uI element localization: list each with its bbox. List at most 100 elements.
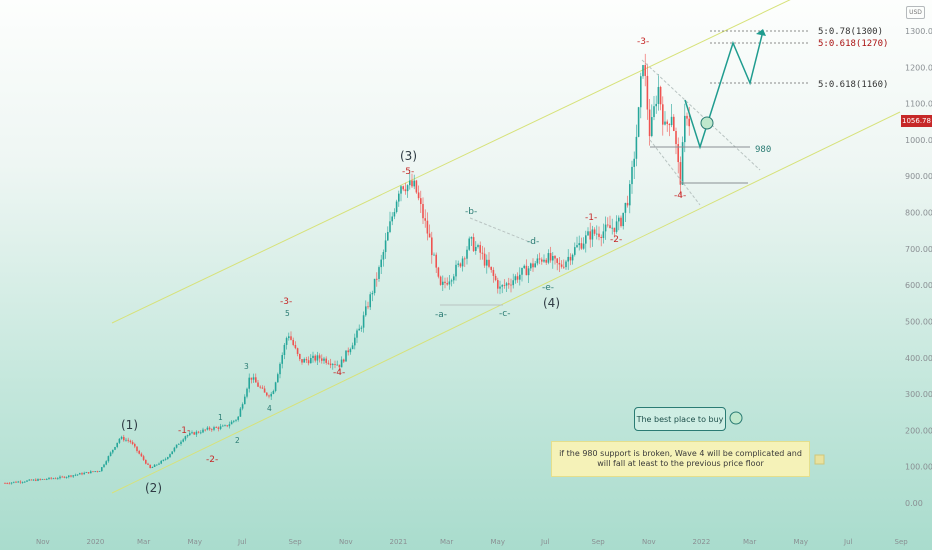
candle-body <box>57 478 59 480</box>
wave-label-m4a: -4- <box>333 368 345 378</box>
candle-body <box>129 440 132 443</box>
candle-body <box>464 258 466 260</box>
candle-body <box>409 180 411 186</box>
projection-path <box>684 30 764 150</box>
candle-body <box>613 227 616 232</box>
y-tick-label: 1000.00 <box>905 136 932 145</box>
candle-body <box>560 264 563 267</box>
fib-label-1160: 5:0.618(1160) <box>818 80 888 90</box>
candle-body <box>378 267 380 279</box>
candle-body <box>373 278 376 294</box>
candle-body <box>453 276 455 281</box>
candle-body <box>426 220 429 234</box>
candle-body <box>675 130 677 145</box>
candle-body <box>376 278 378 280</box>
candle-body <box>620 217 622 227</box>
candle-body <box>580 243 583 249</box>
candle-body <box>642 65 644 77</box>
candle-body <box>442 281 444 285</box>
candle-body <box>50 477 52 479</box>
candle-body <box>499 286 501 289</box>
candle-body <box>349 349 352 353</box>
candle-body <box>250 377 253 380</box>
candle-body <box>65 476 68 478</box>
candle-body <box>604 224 607 232</box>
candle-body <box>222 425 224 427</box>
candle-body <box>677 144 679 163</box>
candle-body <box>140 453 143 457</box>
candle-body <box>558 262 561 265</box>
candle-body <box>305 359 308 361</box>
candle-body <box>648 109 651 137</box>
candle-body <box>455 264 457 277</box>
candle-body <box>393 211 396 217</box>
best-place-note[interactable]: The best place to buy <box>634 407 726 431</box>
candle-body <box>195 431 198 435</box>
candle-body <box>24 481 26 483</box>
support-label: 980 <box>755 145 771 155</box>
candle-body <box>116 442 118 447</box>
candle-body <box>246 388 248 397</box>
candle-body <box>114 446 116 450</box>
candles <box>4 53 690 485</box>
candle-body <box>17 481 19 483</box>
wave-num-2: 2 <box>235 436 240 445</box>
candle-body <box>61 476 63 478</box>
candle-body <box>329 363 332 366</box>
candle-body <box>213 427 215 430</box>
candle-body <box>626 202 629 206</box>
candle-body <box>32 479 35 481</box>
candle-body <box>101 467 103 472</box>
candle-body <box>670 116 673 126</box>
candle-body <box>72 475 74 477</box>
candle-body <box>666 121 668 124</box>
candle-body <box>158 463 160 465</box>
candle-body <box>180 441 182 444</box>
candle-body <box>332 364 334 366</box>
candle-body <box>46 479 48 480</box>
candle-body <box>261 387 264 389</box>
candle-body <box>505 283 508 286</box>
x-tick-label: Nov <box>339 538 353 546</box>
candle-body <box>109 452 112 457</box>
candle-body <box>519 274 521 280</box>
warning-note[interactable]: if the 980 support is broken, Wave 4 wil… <box>551 441 810 477</box>
candle-body <box>239 408 242 417</box>
candle-body <box>477 245 479 247</box>
candle-body <box>576 245 578 248</box>
candle-body <box>76 474 79 476</box>
candle-body <box>486 259 488 266</box>
currency-label[interactable]: USD <box>906 6 925 19</box>
candle-body <box>673 116 675 131</box>
y-tick-label: 100.00 <box>905 463 932 472</box>
candle-body <box>204 429 206 431</box>
wave-label-e: -e- <box>542 283 554 293</box>
candle-body <box>547 253 550 263</box>
wave-num-4: 4 <box>267 404 272 413</box>
candle-body <box>367 306 369 308</box>
candle-body <box>68 475 70 477</box>
candle-body <box>444 281 446 284</box>
candle-body <box>481 252 484 254</box>
candle-body <box>615 221 618 232</box>
candle-body <box>310 358 312 364</box>
x-tick-label: Mar <box>137 538 150 546</box>
candle-body <box>424 218 426 221</box>
candle-body <box>534 263 536 268</box>
candle-body <box>259 386 261 388</box>
candle-body <box>400 186 402 194</box>
x-axis: Nov 2020 Mar May Jul Sep Nov 2021 Mar May Jul Sep No… <box>36 538 908 546</box>
candle-body <box>228 424 231 427</box>
candle-body <box>488 259 490 267</box>
candle-body <box>681 142 684 185</box>
candle-body <box>360 327 363 329</box>
candle-body <box>523 265 525 268</box>
y-tick-label: 600.00 <box>905 281 932 290</box>
candle-body <box>48 477 50 480</box>
candle-body <box>94 471 96 473</box>
candle-body <box>327 362 330 364</box>
wave-label-c: -c- <box>499 309 510 319</box>
candle-body <box>422 204 424 219</box>
